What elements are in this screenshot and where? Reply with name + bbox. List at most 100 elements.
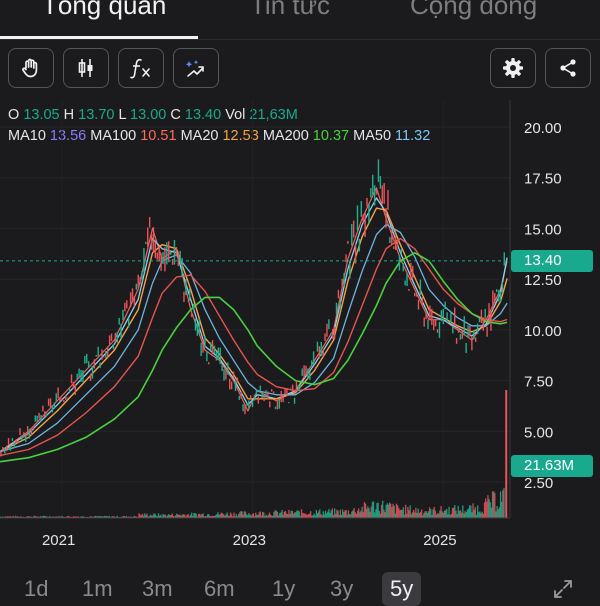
volume-bar	[420, 509, 423, 518]
range-3m[interactable]: 3m	[142, 576, 173, 601]
volume-bar	[451, 508, 454, 518]
volume-bar	[378, 510, 380, 518]
settings-button[interactable]	[490, 48, 536, 88]
volume-label: Vol	[225, 107, 246, 123]
volume-bar	[494, 492, 496, 518]
volume-bar	[240, 511, 242, 518]
volume-bar	[123, 515, 125, 518]
volume-bar	[195, 514, 197, 518]
price-chart[interactable]: 20.00 17.50 15.00 12.50 10.00 7.50 5.00 2.50 202…	[0, 100, 600, 560]
volume-bar	[9, 516, 11, 518]
volume-bar	[235, 514, 237, 518]
range-3y[interactable]: 3y	[330, 576, 354, 601]
expand-icon[interactable]	[552, 578, 574, 600]
volume-bar	[439, 510, 441, 518]
volume-bar	[233, 512, 235, 518]
volume-bar	[313, 513, 315, 518]
volume-bar	[356, 510, 359, 518]
indicator-button[interactable]	[118, 48, 164, 88]
volume-bar	[396, 505, 399, 518]
ma200-label: MA200	[262, 128, 309, 144]
volume-bar	[17, 516, 19, 518]
volume-bar	[228, 515, 231, 518]
volume-bar	[210, 516, 212, 518]
volume-bar	[454, 505, 456, 518]
ohlc-legend: O 13.05 H 13.70 L 13.00 C 13.40 Vol 21,6…	[8, 107, 298, 123]
volume-bar	[322, 511, 324, 518]
volume-bar	[330, 510, 332, 518]
volume-bar	[149, 514, 152, 518]
volume-bar	[350, 514, 352, 518]
volume-bar	[274, 510, 276, 518]
volume-bar	[329, 512, 331, 518]
volume-bar	[49, 516, 51, 518]
volume-bar	[33, 516, 35, 518]
volume-bar	[237, 514, 240, 518]
volume-bar	[167, 515, 169, 518]
volume-bar	[477, 505, 479, 518]
volume-bar	[186, 514, 188, 518]
volume-bar	[212, 515, 215, 518]
range-1m[interactable]: 1m	[82, 576, 113, 601]
volume-bar	[310, 511, 312, 518]
volume-bar	[122, 516, 124, 518]
volume-bar	[376, 503, 378, 518]
volume-bar	[432, 509, 434, 518]
draw-tool-button[interactable]	[173, 48, 219, 88]
range-6m[interactable]: 6m	[204, 576, 235, 601]
volume-bar	[157, 513, 160, 518]
volume-bar	[76, 516, 78, 518]
volume-bar	[173, 516, 176, 518]
volume-bar	[465, 512, 467, 518]
magic-draw-icon	[185, 60, 204, 77]
volume-bar	[229, 512, 232, 518]
volume-bar	[179, 514, 181, 518]
range-1y[interactable]: 1y	[272, 576, 296, 601]
volume-bar	[498, 507, 501, 518]
range-5y[interactable]: 5y	[382, 572, 422, 606]
high-value: 13.70	[78, 107, 115, 123]
hand-tool-button[interactable]	[8, 48, 54, 88]
volume-bar	[215, 514, 217, 518]
chart-type-button[interactable]	[63, 48, 109, 88]
volume-bar	[268, 512, 271, 518]
series-line-ma200	[0, 252, 508, 463]
volume-bar	[120, 516, 122, 518]
volume-bar	[367, 506, 369, 518]
volume-bar	[428, 507, 431, 518]
volume-bar	[45, 516, 48, 518]
volume-bar	[339, 509, 342, 518]
volume-bar	[487, 495, 489, 518]
volume-bar	[25, 516, 27, 518]
volume-bar	[290, 510, 292, 518]
volume-bar	[497, 509, 499, 518]
volume-bar	[412, 509, 415, 518]
volume-bar	[30, 516, 33, 518]
volume-bar	[104, 515, 106, 518]
volume-bar	[342, 509, 344, 518]
tab-tong-quan[interactable]: Tổng quan	[42, 0, 167, 20]
volume-bar	[118, 516, 121, 518]
ma50-label: MA50	[353, 128, 392, 144]
volume-bar	[337, 510, 339, 518]
range-1d[interactable]: 1d	[24, 576, 49, 601]
x-tick-label: 2023	[233, 532, 266, 549]
volume-bar	[12, 515, 14, 518]
volume-bar	[161, 516, 163, 518]
share-button[interactable]	[545, 48, 591, 88]
volume-bar	[60, 516, 62, 518]
y-tick-label: 15.00	[524, 221, 562, 238]
volume-bar	[86, 516, 89, 518]
volume-bar	[106, 516, 108, 518]
volume-bar	[426, 513, 428, 518]
volume-bar	[247, 515, 249, 518]
volume-bar	[340, 514, 343, 518]
volume-bar	[475, 514, 478, 518]
volume-bar	[296, 510, 298, 518]
volume-bar	[163, 514, 165, 518]
volume-bar	[202, 513, 204, 518]
tab-tin-tuc[interactable]: Tin tức	[250, 0, 331, 20]
tab-cong-dong[interactable]: Cộng đồng	[410, 0, 538, 20]
volume-bar	[67, 515, 69, 518]
volume-bar	[36, 516, 38, 518]
